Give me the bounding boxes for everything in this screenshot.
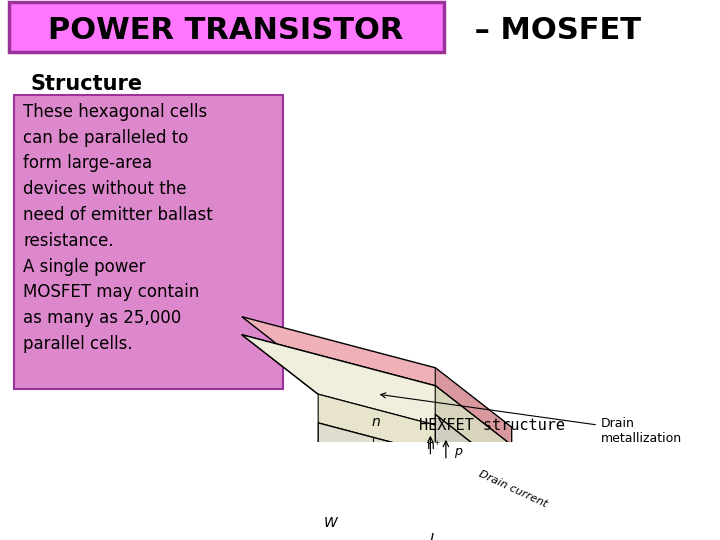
Text: POWER TRANSISTOR: POWER TRANSISTOR [48,16,404,45]
Text: Multiple
source cells: Multiple source cells [0,539,1,540]
Polygon shape [421,539,449,540]
Polygon shape [331,519,377,538]
Polygon shape [404,532,467,540]
Polygon shape [323,516,385,540]
Polygon shape [242,470,512,540]
Text: HEXFET structure: HEXFET structure [419,418,564,434]
Polygon shape [294,497,339,515]
Polygon shape [344,512,407,538]
Polygon shape [242,316,512,427]
Polygon shape [361,519,389,531]
Polygon shape [242,335,512,446]
Polygon shape [436,386,512,474]
Polygon shape [318,423,512,540]
Polygon shape [413,535,458,540]
FancyBboxPatch shape [14,95,284,388]
Text: W: W [324,516,338,530]
Text: n: n [372,415,381,429]
Text: Drain
metallization: Drain metallization [381,393,682,445]
Polygon shape [318,394,512,474]
FancyBboxPatch shape [9,3,444,52]
Polygon shape [340,523,367,534]
Polygon shape [436,368,512,445]
Text: A single power
MOSFET may contain
as many as 25,000
parallel cells.: A single power MOSFET may contain as man… [24,258,199,353]
Text: These hexagonal cells
can be paralleled to
form large-area
devices without the
n: These hexagonal cells can be paralleled … [24,103,213,249]
Text: – MOSFET: – MOSFET [464,16,641,45]
Text: Structure: Structure [30,73,143,93]
Polygon shape [318,376,512,446]
Polygon shape [383,536,446,540]
Text: L: L [429,532,437,540]
Polygon shape [436,414,512,540]
Polygon shape [242,335,512,446]
Polygon shape [285,494,348,519]
Polygon shape [302,501,330,512]
Text: Silicon gate: Silicon gate [0,539,1,540]
Text: p: p [454,445,462,458]
Text: Drain current: Drain current [477,469,549,510]
Text: Multiple source cells
interconnected by
metallization: Multiple source cells interconnected by … [0,539,1,540]
Polygon shape [353,516,398,534]
Text: n⁺: n⁺ [427,439,441,452]
